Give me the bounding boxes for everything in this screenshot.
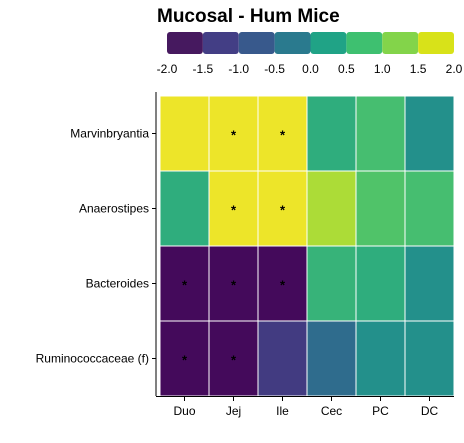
y-tick-label: Bacteroides	[86, 277, 149, 291]
heatmap-cell	[208, 95, 259, 172]
x-tick-label: Jej	[226, 404, 241, 418]
significance-markers: * * * * * * * * *	[182, 128, 286, 368]
legend-tick-label: 2.0	[446, 62, 463, 76]
heatmap-cell	[306, 245, 357, 322]
x-tick-label: Cec	[321, 404, 342, 418]
significance-star: *	[280, 128, 286, 143]
x-tick-label: Ile	[276, 404, 289, 418]
significance-star: *	[280, 278, 286, 293]
legend-tick-label: 0.0	[302, 62, 319, 76]
y-tick-label: Marvinbryantia	[70, 127, 149, 141]
axes: Marvinbryantia Anaerostipes Bacteroides Rum…	[36, 92, 454, 418]
x-tick-label: DC	[421, 404, 439, 418]
heatmap-cell	[404, 170, 455, 247]
heatmap-cell	[355, 170, 406, 247]
legend-swatch	[274, 32, 311, 54]
legend-tick-label: -2.0	[157, 62, 178, 76]
legend-swatch	[202, 32, 239, 54]
significance-star: *	[231, 278, 237, 293]
legend-tick-label: -1.5	[193, 62, 214, 76]
legend-tick-label: -0.5	[264, 62, 285, 76]
significance-star: *	[280, 203, 286, 218]
heatmap-cell	[159, 320, 210, 397]
significance-star: *	[182, 278, 188, 293]
y-tick-label: Anaerostipes	[79, 202, 149, 216]
heatmap-cell	[208, 245, 259, 322]
color-legend: -2.0 -1.5 -1.0 -0.5 0.0 0.5 1.0 1.5 2.0	[157, 32, 463, 76]
heatmap-cell	[257, 95, 308, 172]
legend-tick-label: -1.0	[228, 62, 249, 76]
legend-swatch	[418, 32, 454, 54]
legend-swatch	[238, 32, 275, 54]
heatmap-cell	[306, 95, 357, 172]
significance-star: *	[182, 353, 188, 368]
heatmap-cell	[355, 95, 406, 172]
heatmap-cells	[159, 95, 455, 397]
significance-star: *	[231, 203, 237, 218]
heatmap-cell	[159, 170, 210, 247]
x-tick-label: Duo	[173, 404, 195, 418]
legend-swatch	[310, 32, 347, 54]
legend-swatch	[382, 32, 419, 54]
heatmap-cell	[355, 320, 406, 397]
heatmap-cell	[355, 245, 406, 322]
heatmap-cell	[404, 245, 455, 322]
legend-swatch	[346, 32, 383, 54]
chart-title: Mucosal - Hum Mice	[157, 6, 340, 27]
heatmap-cell	[404, 320, 455, 397]
legend-tick-label: 1.0	[374, 62, 391, 76]
heatmap-cell	[208, 170, 259, 247]
heatmap-cell	[404, 95, 455, 172]
legend-tick-label: 1.5	[410, 62, 427, 76]
heatmap-cell	[159, 95, 210, 172]
y-tick-label: Ruminococcaceae (f)	[36, 352, 149, 366]
legend-swatch	[167, 32, 203, 54]
significance-star: *	[231, 353, 237, 368]
heatmap-cell	[257, 320, 308, 397]
legend-tick-label: 0.5	[338, 62, 355, 76]
heatmap-cell	[306, 170, 357, 247]
significance-star: *	[231, 128, 237, 143]
heatmap-cell	[306, 320, 357, 397]
x-tick-label: PC	[372, 404, 389, 418]
